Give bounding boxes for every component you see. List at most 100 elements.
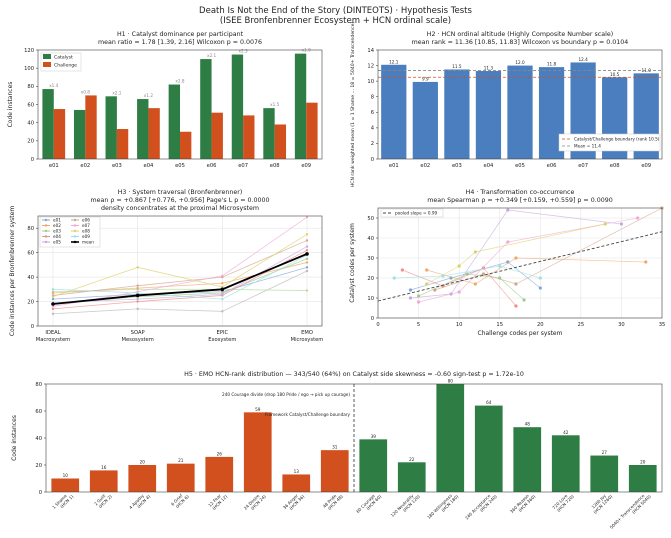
chart-title: H2 · HCN ordinal altitude (Highly Compos… (427, 31, 613, 38)
point-e09 (221, 297, 224, 301)
bar-catalyst (263, 108, 275, 159)
point-e04 (400, 268, 404, 272)
bar-challenge (274, 124, 287, 159)
x-tick-label: EPIC (217, 330, 229, 336)
y-tick-label: 40 (35, 436, 42, 442)
x-tick-label: 60 Courage(HCN 60) (355, 490, 382, 517)
point-e02 (644, 260, 648, 264)
legend-label: e06 (82, 218, 90, 223)
data-label: 21 (178, 458, 184, 463)
point-e05 (305, 245, 309, 248)
chart-subtitle: mean Spearman ρ = +0.349 [+0.159, +0.559… (427, 197, 612, 204)
point-e01 (305, 266, 309, 269)
bar-catalyst (294, 53, 307, 159)
bar-hcn-level (282, 474, 311, 492)
data-label: 26 (217, 451, 223, 456)
data-label: 42 (563, 430, 569, 435)
x-tick-label: 360 Reason(HCN 360) (509, 490, 537, 518)
y-tick-label: 120 (24, 48, 34, 54)
series-line-e02 (52, 262, 308, 294)
y-tick-label: 20 (367, 276, 374, 282)
y-tick-label: 2 (371, 141, 374, 147)
bar-hcn-level (397, 462, 426, 492)
plot-frame (37, 49, 323, 160)
x-tick-label: 4 Apathy(HCN 4) (128, 490, 151, 513)
legend-marker (73, 218, 77, 222)
point-e06 (514, 282, 518, 286)
plot-frame (45, 383, 663, 493)
point-e01 (408, 288, 413, 292)
bar-hcn-rank (507, 65, 533, 159)
point-e04 (305, 249, 309, 252)
x-tick-label: Exosystem (208, 337, 236, 343)
y-tick-label: 0 (31, 324, 34, 330)
x-tick-label: 48 Pride(HCN 48) (322, 490, 344, 512)
x-tick-label: e07 (578, 163, 588, 169)
y-tick-label: 0 (39, 490, 42, 496)
point-e04 (136, 300, 139, 303)
x-tick-label: 15 (496, 322, 503, 328)
x-tick-label: 5 (417, 322, 420, 328)
x-tick-label: e09 (641, 163, 651, 169)
data-label: 59 (255, 407, 261, 412)
legend-label: e07 (82, 223, 90, 228)
point-e09 (51, 288, 55, 291)
y-tick-label: 30 (367, 256, 374, 262)
data-label: 12.4 (578, 57, 588, 62)
series-line-e06 (52, 240, 308, 296)
legend-label: e08 (82, 229, 90, 234)
point-extra (305, 289, 309, 292)
point-e07 (416, 300, 421, 304)
legend-marker (73, 240, 77, 244)
bar-catalyst (42, 89, 54, 159)
series-line-e05 (410, 209, 622, 299)
boundary-label: Framework Catalyst/Challenge boundary (265, 412, 351, 417)
point-e09 (392, 276, 396, 280)
ratio-label: x2.1 (112, 90, 121, 95)
y-tick-label: 60 (35, 409, 42, 415)
point-e02 (51, 291, 55, 295)
bar-challenge (243, 115, 255, 159)
legend-label: e04 (53, 234, 61, 239)
legend-label: e05 (53, 240, 61, 245)
ratio-label: x1.5 (270, 102, 279, 107)
legend-marker (73, 229, 77, 233)
point-e08 (603, 222, 607, 226)
bar-hcn-level (513, 427, 542, 492)
legend-marker (44, 218, 48, 222)
bar-hcn-rank (381, 64, 407, 159)
point-e04 (514, 304, 518, 308)
point-e08 (51, 295, 55, 298)
point-e07 (305, 216, 309, 219)
point-extra (305, 269, 309, 273)
data-label: 20 (140, 460, 146, 465)
figure-title: Death Is Not the End of the Story (DINTE… (199, 6, 472, 16)
bar-hcn-level (320, 450, 349, 492)
x-axis-label: Challenge codes per system (478, 330, 563, 337)
h2-hcn-altitude-chart: H2 · HCN ordinal altitude (Highly Compos… (350, 22, 663, 187)
data-label: 9.9 (422, 76, 429, 81)
plot-frame (377, 207, 663, 319)
chart-subtitle: mean rank = 11.36 [10.85, 11.83] Wilcoxo… (412, 39, 629, 46)
chart-subtitle: mean ratio = 1.78 [1.39, 2.16] Wilcoxon … (98, 39, 262, 46)
y-tick-label: 10 (367, 296, 374, 302)
chart-title: H1 · Catalyst dominance per participant (117, 31, 244, 38)
bar-hcn-level (474, 405, 503, 492)
point-e08 (221, 285, 224, 289)
series-line-e05 (52, 246, 308, 304)
bar-hcn-level (243, 412, 272, 492)
legend-label: e03 (53, 229, 61, 234)
point-e07 (506, 240, 510, 244)
legend-label: Catalyst/Challenge boundary (rank 10.5) (574, 137, 660, 142)
data-label: 27 (602, 450, 608, 455)
y-axis-label: Code instances per Bronfenbrenner system (9, 206, 16, 336)
chart-subtitle-2: density concentrates at the proximal Mic… (101, 205, 259, 212)
series-line-e08 (426, 223, 606, 285)
y-tick-label: 8 (371, 95, 374, 101)
point-e06 (305, 239, 309, 242)
point-e02 (221, 282, 224, 285)
x-tick-label: 36 Anger(HCN 36) (282, 490, 306, 514)
plot-frame (37, 215, 323, 327)
x-tick-label: Microsystem (291, 337, 324, 343)
ratio-label: x1.4 (49, 83, 58, 88)
